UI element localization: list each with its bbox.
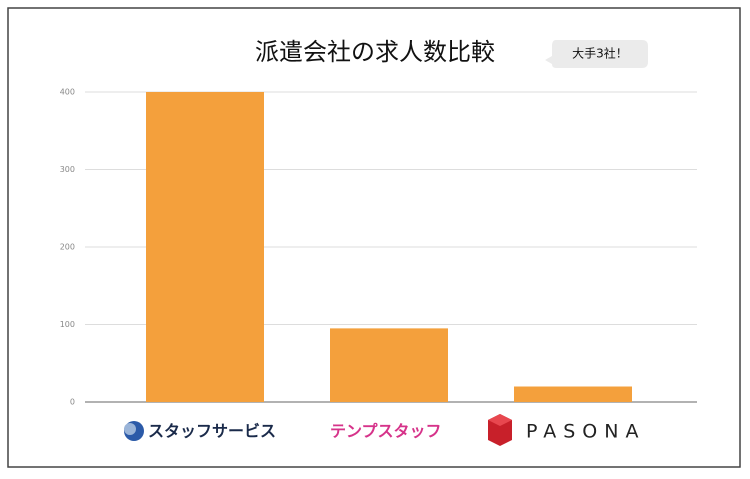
y-tick-label: 200 [60,243,75,252]
annotation: 大手3社！ [572,46,628,61]
bar [514,386,632,402]
bars [146,92,632,402]
logo-icon [488,414,512,426]
logo-icon [124,423,136,435]
y-tick-label: 300 [60,165,75,174]
x-tick-label: テンプスタッフ [330,422,442,441]
y-tick-label: 0 [70,398,75,407]
x-tick-label: PASONA [526,421,645,443]
y-tick-label: 100 [60,320,75,329]
callout-bubble [545,40,648,68]
y-tick-label: 400 [60,88,75,97]
bar [330,328,448,402]
bar [146,92,264,402]
x-tick-label: スタッフサービス [148,422,276,441]
chart-title: 派遣会社の求人数比較 [255,38,495,66]
